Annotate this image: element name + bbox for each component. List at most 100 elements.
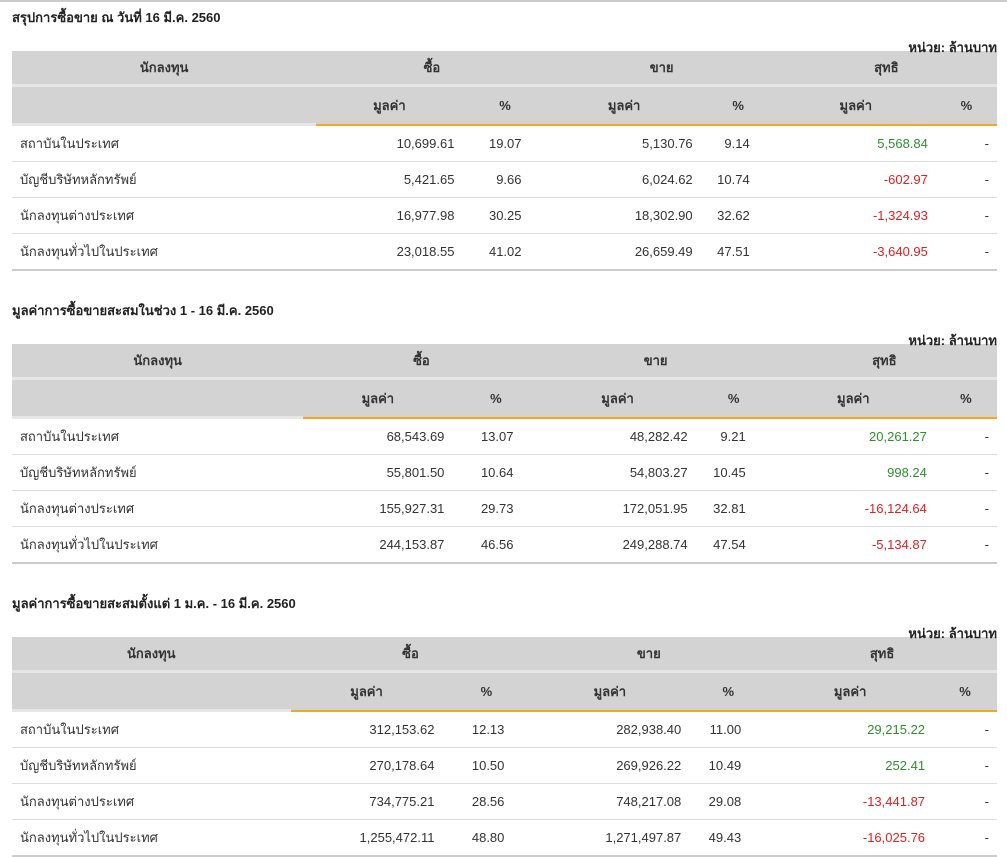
buy-value: 734,775.21 bbox=[290, 783, 443, 820]
sell-value: 6,024.62 bbox=[547, 161, 701, 198]
investor-name: บัญชีบริษัทหลักทรัพย์ bbox=[12, 161, 317, 198]
table-row: นักลงทุนต่างประเทศ 16,977.98 30.25 18,30… bbox=[12, 197, 997, 234]
net-value: -16,025.76 bbox=[767, 819, 934, 857]
net-value: 998.24 bbox=[771, 454, 935, 491]
sell-header: ขาย bbox=[547, 51, 776, 87]
table-row: บัญชีบริษัทหลักทรัพย์ 55,801.50 10.64 54… bbox=[12, 454, 997, 491]
investor-header: นักลงทุน bbox=[12, 51, 317, 87]
net-pct-header: % bbox=[935, 85, 997, 126]
section-title: มูลค่าการซื้อขายสะสมตั้งแต่ 1 ม.ค. - 16 … bbox=[12, 596, 296, 611]
buy-pct: 41.02 bbox=[462, 233, 548, 271]
sell-value-header: มูลค่า bbox=[530, 671, 690, 712]
investor-name: นักลงทุนต่างประเทศ bbox=[12, 783, 291, 820]
buy-value: 1,255,472.11 bbox=[290, 819, 443, 857]
buy-value: 312,153.62 bbox=[290, 710, 443, 748]
table-row: สถาบันในประเทศ 68,543.69 13.07 48,282.42… bbox=[12, 417, 997, 455]
net-pct: - bbox=[934, 490, 997, 527]
net-pct-header: % bbox=[933, 671, 997, 712]
investor-name: บัญชีบริษัทหลักทรัพย์ bbox=[12, 454, 304, 491]
table-row: นักลงทุนทั่วไปในประเทศ 23,018.55 41.02 2… bbox=[12, 233, 997, 271]
table-row: นักลงทุนทั่วไปในประเทศ 244,153.87 46.56 … bbox=[12, 526, 997, 564]
net-pct: - bbox=[933, 783, 997, 820]
buy-pct-header: % bbox=[462, 85, 548, 126]
sell-pct: 10.45 bbox=[695, 454, 772, 491]
buy-value: 270,178.64 bbox=[290, 747, 443, 784]
buy-value-header: มูลค่า bbox=[303, 378, 453, 419]
header-spacer bbox=[12, 85, 317, 126]
buy-pct: 46.56 bbox=[452, 526, 540, 564]
buy-pct: 13.07 bbox=[452, 417, 540, 455]
investor-name: สถาบันในประเทศ bbox=[12, 124, 317, 162]
buy-value: 10,699.61 bbox=[316, 124, 463, 162]
sell-value: 5,130.76 bbox=[547, 124, 701, 162]
net-value: -602.97 bbox=[775, 161, 936, 198]
sell-pct: 29.08 bbox=[689, 783, 768, 820]
net-value: -16,124.64 bbox=[771, 490, 935, 527]
investor-name: นักลงทุนทั่วไปในประเทศ bbox=[12, 526, 304, 564]
sell-header: ขาย bbox=[539, 344, 772, 380]
buy-pct: 48.80 bbox=[442, 819, 531, 857]
sell-pct: 32.62 bbox=[700, 197, 776, 234]
sell-pct: 47.54 bbox=[695, 526, 772, 564]
sell-pct: 47.51 bbox=[700, 233, 776, 271]
unit-label: หน่วย: ล้านบาท bbox=[908, 626, 997, 641]
buy-value: 55,801.50 bbox=[303, 454, 453, 491]
buy-header: ซื้อ bbox=[303, 344, 540, 380]
sell-pct: 11.00 bbox=[689, 710, 768, 748]
header-spacer bbox=[12, 671, 291, 712]
net-value: -3,640.95 bbox=[775, 233, 936, 271]
net-pct: - bbox=[933, 710, 997, 748]
net-pct: - bbox=[934, 417, 997, 455]
investor-header: นักลงทุน bbox=[12, 344, 304, 380]
buy-pct: 28.56 bbox=[442, 783, 531, 820]
trading-table: นักลงทุน ซื้อ ขาย สุทธิ มูลค่า% มูลค่า% มู… bbox=[12, 637, 997, 857]
buy-pct: 10.64 bbox=[452, 454, 540, 491]
net-pct-header: % bbox=[934, 378, 997, 419]
net-header: สุทธิ bbox=[771, 344, 997, 380]
sell-value-header: มูลค่า bbox=[547, 85, 701, 126]
sell-pct: 9.14 bbox=[700, 124, 776, 162]
buy-pct: 29.73 bbox=[452, 490, 540, 527]
buy-value: 5,421.65 bbox=[316, 161, 463, 198]
table-row: บัญชีบริษัทหลักทรัพย์ 270,178.64 10.50 2… bbox=[12, 747, 997, 784]
table-row: นักลงทุนทั่วไปในประเทศ 1,255,472.11 48.8… bbox=[12, 819, 997, 857]
section-title: มูลค่าการซื้อขายสะสมในช่วง 1 - 16 มี.ค. … bbox=[12, 303, 274, 318]
buy-pct: 9.66 bbox=[462, 161, 548, 198]
buy-pct: 30.25 bbox=[462, 197, 548, 234]
sell-value: 26,659.49 bbox=[547, 233, 701, 271]
sell-pct: 32.81 bbox=[695, 490, 772, 527]
buy-value: 23,018.55 bbox=[316, 233, 463, 271]
net-header: สุทธิ bbox=[775, 51, 997, 87]
header-spacer bbox=[12, 378, 304, 419]
trading-table: นักลงทุน ซื้อ ขาย สุทธิ มูลค่า% มูลค่า% มู… bbox=[12, 51, 997, 271]
buy-pct-header: % bbox=[452, 378, 540, 419]
buy-pct: 12.13 bbox=[442, 710, 531, 748]
buy-value-header: มูลค่า bbox=[290, 671, 443, 712]
sell-value: 1,271,497.87 bbox=[530, 819, 690, 857]
buy-value: 16,977.98 bbox=[316, 197, 463, 234]
net-pct: - bbox=[935, 161, 997, 198]
net-value-header: มูลค่า bbox=[771, 378, 935, 419]
sell-pct-header: % bbox=[700, 85, 776, 126]
sell-value-header: มูลค่า bbox=[539, 378, 696, 419]
sell-value: 18,302.90 bbox=[547, 197, 701, 234]
net-value: 5,568.84 bbox=[775, 124, 936, 162]
buy-pct-header: % bbox=[442, 671, 531, 712]
net-pct: - bbox=[935, 124, 997, 162]
sell-value: 172,051.95 bbox=[539, 490, 696, 527]
table-row: สถาบันในประเทศ 312,153.62 12.13 282,938.… bbox=[12, 710, 997, 748]
investor-name: นักลงทุนต่างประเทศ bbox=[12, 490, 304, 527]
net-value: 20,261.27 bbox=[771, 417, 935, 455]
top-divider bbox=[0, 0, 1007, 2]
sell-pct: 10.49 bbox=[689, 747, 768, 784]
table-row: นักลงทุนต่างประเทศ 734,775.21 28.56 748,… bbox=[12, 783, 997, 820]
sell-pct-header: % bbox=[689, 671, 768, 712]
net-value: 252.41 bbox=[767, 747, 934, 784]
sell-value: 54,803.27 bbox=[539, 454, 696, 491]
investor-name: นักลงทุนต่างประเทศ bbox=[12, 197, 317, 234]
net-value-header: มูลค่า bbox=[775, 85, 936, 126]
unit-label: หน่วย: ล้านบาท bbox=[908, 333, 997, 348]
table-row: นักลงทุนต่างประเทศ 155,927.31 29.73 172,… bbox=[12, 490, 997, 527]
investor-name: สถาบันในประเทศ bbox=[12, 710, 291, 748]
